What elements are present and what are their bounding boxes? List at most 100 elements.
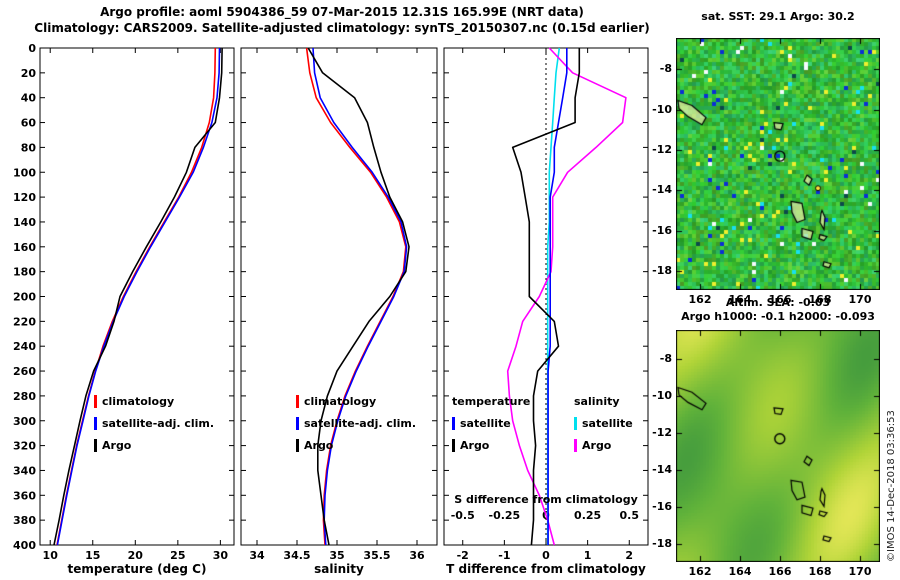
depth-tick-label: 380 — [13, 514, 36, 527]
salinity-plot-box — [240, 47, 438, 546]
x-tick-label: 0 — [542, 549, 550, 562]
s-diff-tick-label: -0.5 — [451, 509, 475, 522]
legend-s-satellite: satellite — [574, 412, 633, 434]
depth-tick-label: 140 — [13, 216, 36, 229]
legend-t-satellite: satellite — [452, 412, 530, 434]
x-tick-label: -1 — [498, 549, 510, 562]
salinity-series-satellite-adj. clim. — [312, 47, 408, 546]
map-tick-label: 168 — [808, 565, 832, 578]
magenta-color-bar — [574, 438, 577, 452]
satellite-color-bar — [94, 416, 97, 430]
depth-tick-label: 260 — [13, 365, 36, 378]
legend-label: Argo — [460, 438, 490, 452]
argo-color-bar — [296, 438, 299, 452]
map-tick-label: -18 — [652, 263, 672, 277]
map-tick-label: -16 — [652, 223, 672, 237]
map-tick-label: -16 — [652, 500, 672, 514]
s-difference-axis-label: S difference from climatology — [454, 493, 638, 506]
depth-tick-label: 40 — [21, 92, 37, 105]
x-tick-label: 36 — [409, 549, 425, 562]
temperature-series-climatology — [56, 47, 217, 546]
depth-tick-label: 200 — [13, 291, 36, 304]
s-diff-tick-label: 0.25 — [574, 509, 601, 522]
map-tick-label: 166 — [768, 293, 792, 306]
x-tick-label: 25 — [170, 549, 185, 562]
legend-label: Argo — [582, 438, 612, 452]
x-tick-label: 2 — [625, 549, 633, 562]
map-tick-label: 166 — [768, 565, 792, 578]
depth-tick-label: 160 — [13, 241, 36, 254]
x-tick-label: 20 — [128, 549, 144, 562]
satellite-color-bar — [452, 416, 455, 430]
legend-climatology: climatology — [296, 390, 416, 412]
depth-tick-label: 220 — [13, 315, 36, 328]
legend-argo: Argo — [296, 434, 416, 456]
difference-legend-salinity: salinity satellite Argo — [574, 390, 633, 456]
x-tick-label: 34 — [249, 549, 265, 562]
depth-tick-label: 180 — [13, 266, 36, 279]
map-tick-label: -10 — [652, 388, 672, 402]
sst-map — [676, 38, 880, 290]
map-tick-label: -8 — [659, 351, 672, 365]
temperature-axis-label: temperature (deg C) — [67, 562, 207, 576]
map-tick-label: 164 — [728, 293, 752, 306]
t-difference-axis-label: T difference from climatology — [446, 562, 646, 576]
map-tick-label: 170 — [848, 293, 872, 306]
legend-s-argo: Argo — [574, 434, 633, 456]
salinity-axis-label: salinity — [314, 562, 364, 576]
sla-map-title-1: Altim. SLA: -0.03 — [725, 296, 831, 309]
depth-tick-label: 60 — [21, 117, 37, 130]
map-tick-label: -12 — [652, 142, 672, 156]
map-tick-label: 168 — [808, 293, 832, 306]
depth-tick-label: 300 — [13, 415, 36, 428]
x-tick-label: 34.5 — [283, 549, 310, 562]
x-tick-label: 10 — [43, 549, 59, 562]
legend-t-argo: Argo — [452, 434, 530, 456]
legend-label: Argo — [304, 438, 334, 452]
legend-label: satellite — [582, 416, 633, 430]
difference-series-T Argo — [511, 48, 581, 546]
climatology-color-bar — [296, 394, 299, 408]
x-tick-label: 35.5 — [363, 549, 390, 562]
x-tick-label: 15 — [85, 549, 100, 562]
difference-series-T satellite — [547, 48, 568, 545]
cyan-color-bar — [574, 416, 577, 430]
sla-map — [676, 330, 880, 562]
legend-satellite-adj: satellite-adj. clim. — [94, 412, 214, 434]
legend-label: satellite — [460, 416, 511, 430]
legend-title: salinity — [574, 394, 620, 408]
depth-tick-label: 400 — [13, 539, 36, 552]
depth-tick-label: 0 — [28, 42, 36, 55]
legend-satellite-adj: satellite-adj. clim. — [296, 412, 416, 434]
depth-tick-label: 100 — [13, 166, 36, 179]
legend-argo: Argo — [94, 434, 214, 456]
depth-tick-label: 80 — [21, 141, 37, 154]
legend-title: temperature — [452, 394, 531, 408]
salinity-legend: climatology satellite-adj. clim. Argo — [296, 390, 416, 456]
temperature-legend: climatology satellite-adj. clim. Argo — [94, 390, 214, 456]
difference-legend-temperature: temperature satellite Argo — [452, 390, 530, 456]
map-tick-label: -14 — [652, 183, 672, 197]
copyright-watermark: ©IMOS 14-Dec-2018 03:36:53 — [886, 410, 897, 562]
temperature-series-Argo — [53, 47, 223, 546]
salinity-series-climatology — [305, 47, 407, 546]
legend-salinity-title: salinity — [574, 390, 633, 412]
sla-map-title-2: Argo h1000: -0.1 h2000: -0.093 — [681, 310, 875, 323]
profile-plots: 10 15 20 25 30020406080100120140160180200220… — [13, 42, 649, 562]
x-tick-label: 30 — [213, 549, 229, 562]
s-diff-tick-label: 0.5 — [620, 509, 640, 522]
map-tick-label: 164 — [728, 565, 752, 578]
climatology-color-bar — [94, 394, 97, 408]
salinity-series-Argo — [307, 47, 410, 546]
s-diff-tick-label: -0.25 — [489, 509, 521, 522]
satellite-color-bar — [296, 416, 299, 430]
depth-tick-label: 120 — [13, 191, 36, 204]
sst-map-title: sat. SST: 29.1 Argo: 30.2 — [701, 10, 855, 23]
legend-climatology: climatology — [94, 390, 214, 412]
map-tick-label: -12 — [652, 426, 672, 439]
map-tick-label: -18 — [652, 537, 672, 551]
legend-label: satellite-adj. clim. — [102, 416, 215, 430]
figure-subtitle: Climatology: CARS2009. Satellite-adjuste… — [34, 21, 650, 35]
map-tick-label: 162 — [688, 293, 712, 306]
map-tick-label: 162 — [688, 565, 712, 578]
